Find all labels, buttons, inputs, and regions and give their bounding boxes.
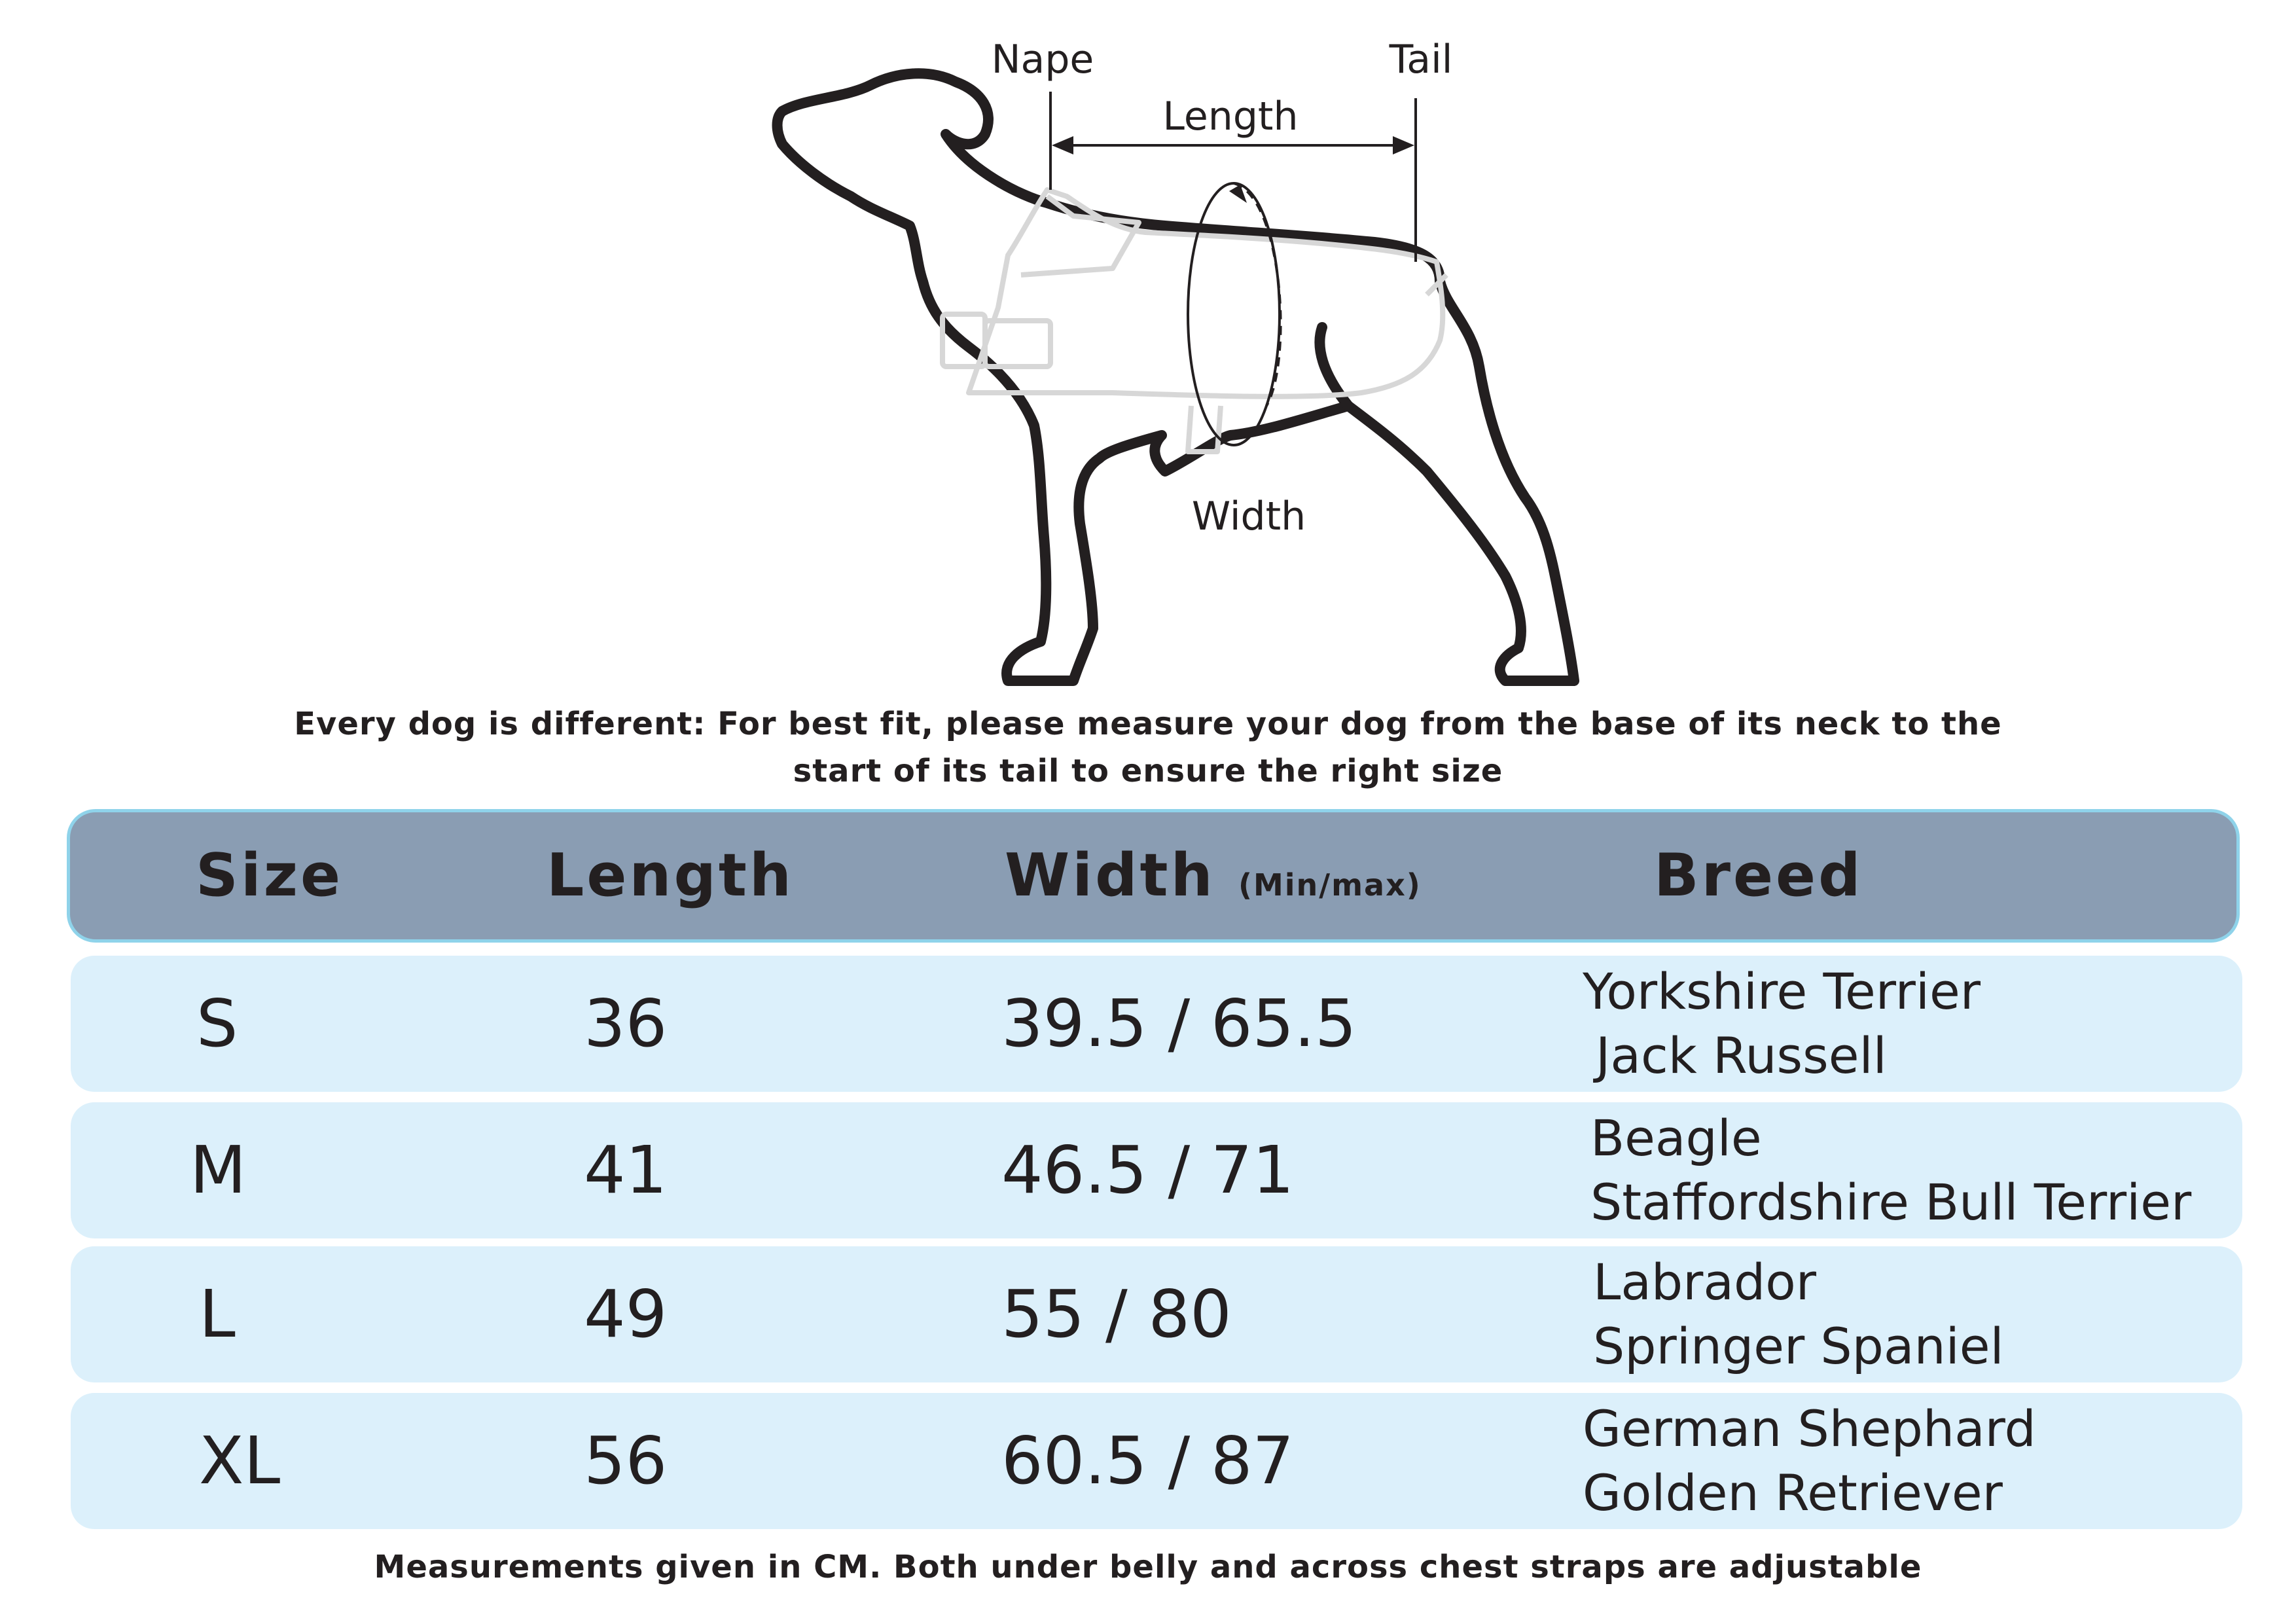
- fit-instructions-line-2: start of its tail to ensure the right si…: [793, 753, 1503, 789]
- coat-outline: [940, 187, 1448, 454]
- length-cell: 41: [584, 1132, 668, 1208]
- size-cell: M: [190, 1132, 247, 1208]
- width-cell: 60.5 / 87: [1001, 1422, 1295, 1499]
- width-measure-dashed: [1233, 182, 1282, 406]
- length-arrow-left: [1052, 136, 1073, 154]
- size-cell: L: [199, 1276, 236, 1352]
- fit-instructions: Every dog is different: For best fit, pl…: [0, 700, 2296, 795]
- table-row: L 49 55 / 80 Labrador Springer Spaniel: [71, 1246, 2242, 1382]
- breed-name: Jack Russell: [1596, 1026, 1887, 1085]
- length-arrow-right: [1393, 136, 1414, 154]
- breed-cell: Beagle Staffordshire Bull Terrier: [1590, 1102, 2191, 1238]
- header-width-label: Width: [1005, 841, 1215, 910]
- header-length: Length: [547, 841, 794, 910]
- breed-name: Labrador: [1593, 1253, 1816, 1311]
- breed-cell: Labrador Springer Spaniel: [1593, 1246, 2004, 1382]
- dog-measurement-diagram: Nape Tail Length Width: [0, 0, 2296, 694]
- table-row: S 36 39.5 / 65.5 Yorkshire Terrier Jack …: [71, 956, 2242, 1092]
- size-cell: S: [196, 985, 238, 1062]
- breed-cell: Yorkshire Terrier Jack Russell: [1583, 956, 1981, 1092]
- fit-instructions-line-1: Every dog is different: For best fit, pl…: [294, 706, 2002, 742]
- size-table-header: Size Length Width (Min/max) Breed: [67, 809, 2240, 943]
- breed-name: German Shephard: [1583, 1399, 2036, 1458]
- header-width: Width (Min/max): [1005, 812, 1422, 939]
- length-cell: 56: [584, 1422, 668, 1499]
- breed-cell: German Shephard Golden Retriever: [1583, 1393, 2036, 1529]
- breed-name: Golden Retriever: [1583, 1464, 2003, 1522]
- dog-outline: [772, 68, 1579, 686]
- nape-label: Nape: [992, 37, 1094, 82]
- table-row: XL 56 60.5 / 87 German Shephard Golden R…: [71, 1393, 2242, 1529]
- tail-label: Tail: [1389, 37, 1453, 82]
- length-cell: 36: [584, 985, 668, 1062]
- length-cell: 49: [584, 1276, 668, 1352]
- size-cell: XL: [199, 1422, 281, 1499]
- width-cell: 55 / 80: [1001, 1276, 1232, 1352]
- header-width-unit: (Min/max): [1238, 867, 1422, 903]
- breed-name: Staffordshire Bull Terrier: [1590, 1173, 2192, 1231]
- width-arrow-head: [1229, 185, 1247, 203]
- width-label: Width: [1192, 494, 1306, 539]
- length-label: Length: [1163, 94, 1299, 139]
- width-cell: 39.5 / 65.5: [1001, 985, 1357, 1062]
- breed-name: Springer Spaniel: [1593, 1317, 2004, 1375]
- header-breed: Breed: [1654, 841, 1863, 910]
- measurement-note: Measurements given in CM. Both under bel…: [374, 1549, 1922, 1585]
- header-size: Size: [196, 841, 344, 910]
- breed-name: Beagle: [1590, 1109, 1762, 1167]
- width-cell: 46.5 / 71: [1001, 1132, 1295, 1208]
- table-row: M 41 46.5 / 71 Beagle Staffordshire Bull…: [71, 1102, 2242, 1238]
- breed-name: Yorkshire Terrier: [1583, 962, 1981, 1020]
